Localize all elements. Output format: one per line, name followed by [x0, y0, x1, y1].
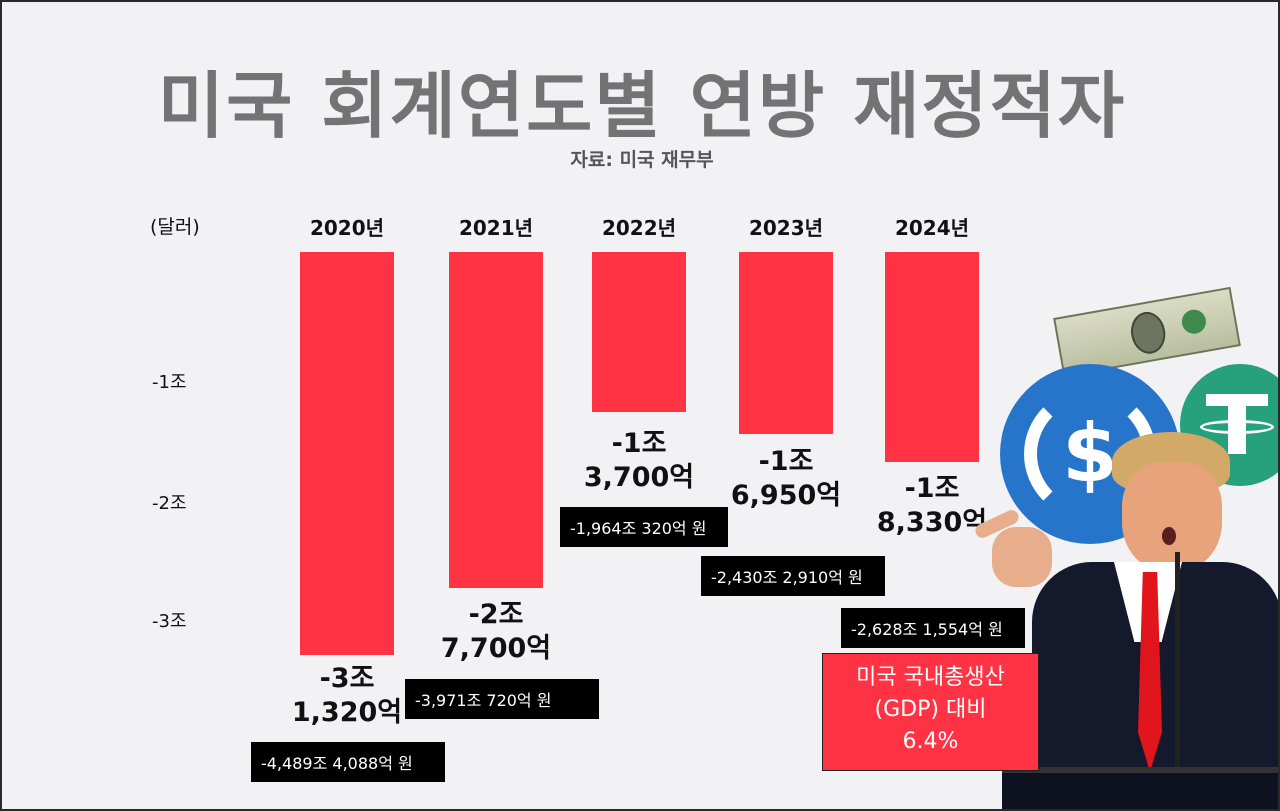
value-label-2024: -1조 8,330억: [852, 472, 1012, 540]
krw-label-2021: -3,971조 720억 원: [405, 679, 599, 719]
value-label-2021: -2조 7,700억: [416, 598, 576, 666]
value-line2: 3,700억: [583, 462, 695, 493]
bar-2024: [885, 252, 979, 462]
year-label-2024: 2024년: [894, 216, 970, 240]
y-axis-unit: (달러): [150, 216, 200, 238]
year-label-2021: 2021년: [458, 216, 534, 240]
value-line1: -2조: [468, 599, 524, 630]
chart-source: 자료: 미국 재무부: [570, 149, 714, 171]
value-label-2022: -1조 3,700억: [559, 427, 719, 495]
krw-label-2023: -2,430조 2,910억 원: [701, 556, 885, 596]
y-tick-3: -3조: [152, 611, 187, 632]
bar-2022: [592, 252, 686, 412]
year-label-2020: 2020년: [309, 216, 385, 240]
value-label-2023: -1조 6,950억: [706, 445, 866, 513]
year-label-2022: 2022년: [601, 216, 677, 240]
value-line2: 8,330억: [876, 507, 988, 538]
speaker-photo: [973, 432, 1278, 809]
bar-2023: [739, 252, 833, 434]
gdp-ratio-note: 미국 국내총생산 (GDP) 대비 6.4%: [822, 653, 1039, 771]
bar-2021: [449, 252, 543, 588]
gdp-note-percent: 6.4%: [902, 729, 959, 754]
krw-label-2020: -4,489조 4,088억 원: [251, 742, 445, 782]
value-line2: 1,320억: [291, 697, 403, 728]
y-tick-1: -1조: [152, 372, 187, 393]
gdp-note-line1: 미국 국내총생산: [856, 665, 1005, 690]
value-line2: 6,950억: [730, 480, 842, 511]
value-line1: -1조: [904, 473, 960, 504]
value-line1: -1조: [758, 446, 814, 477]
value-line2: 7,700억: [440, 633, 552, 664]
y-tick-2: -2조: [152, 493, 187, 514]
gdp-note-line2: (GDP) 대비: [874, 697, 987, 722]
value-line1: -3조: [319, 663, 375, 694]
krw-label-2022: -1,964조 320억 원: [560, 507, 728, 547]
bar-2020: [300, 252, 394, 655]
value-label-2020: -3조 1,320억: [267, 662, 427, 730]
chart-title: 미국 회계연도별 연방 재정적자: [157, 64, 1127, 148]
krw-label-2024: -2,628조 1,554억 원: [841, 608, 1025, 648]
value-line1: -1조: [611, 428, 667, 459]
usdc-dollar-glyph: $: [1062, 407, 1118, 500]
year-label-2023: 2023년: [748, 216, 824, 240]
